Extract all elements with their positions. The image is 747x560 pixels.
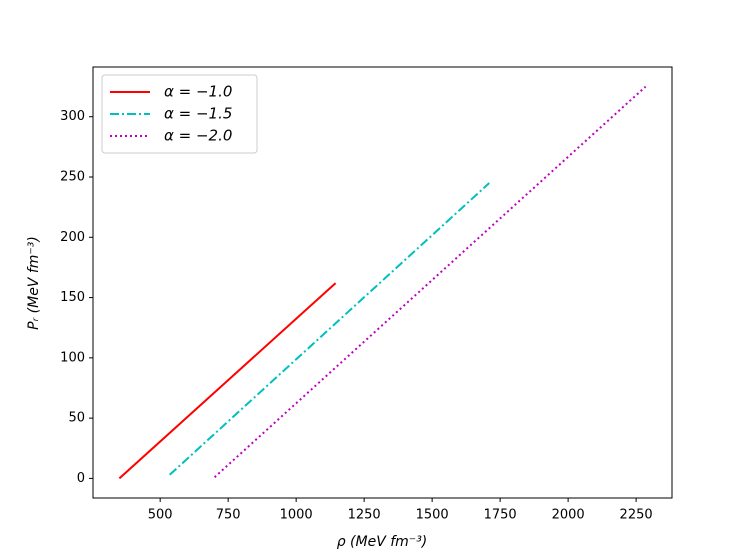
legend-box: [101, 74, 258, 154]
plot-frame: [92, 66, 673, 499]
x-tick-label: 1250: [348, 508, 381, 523]
legend: α = −1.0 α = −1.5 α = −2.0: [101, 74, 258, 154]
y-tick-label: 50: [68, 411, 85, 426]
y-tick-label: 250: [60, 170, 85, 185]
x-tick-label: 2000: [552, 508, 585, 523]
data-line: [118, 282, 337, 480]
y-tick-label: 200: [60, 230, 85, 245]
x-tick-label: 500: [148, 508, 173, 523]
data-line: [169, 182, 490, 476]
y-axis-label: Pᵣ (MeV fm⁻³): [26, 236, 42, 330]
legend-label: α = −1.5: [164, 105, 232, 123]
y-tick-label: 150: [60, 290, 85, 305]
x-tick-label: 1750: [484, 508, 517, 523]
x-axis-label: ρ (MeV fm⁻³): [337, 534, 428, 550]
x-tick-label: 1500: [416, 508, 449, 523]
x-tick-label: 2250: [620, 508, 653, 523]
y-tick-label: 0: [77, 471, 85, 486]
legend-label: α = −2.0: [164, 127, 232, 145]
x-tick-label: 1000: [280, 508, 313, 523]
y-tick-label: 300: [60, 109, 85, 124]
legend-label: α = −1.0: [164, 83, 232, 101]
data-line: [213, 85, 647, 478]
x-tick-label: 750: [216, 508, 241, 523]
y-tick-label: 100: [60, 350, 85, 365]
